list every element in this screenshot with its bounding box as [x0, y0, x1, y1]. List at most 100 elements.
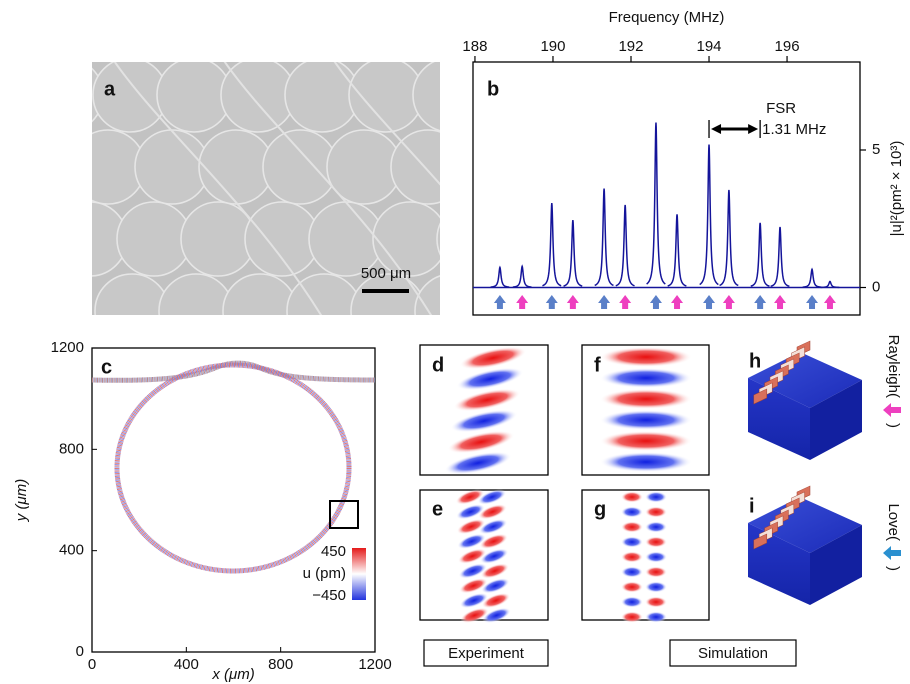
zoom-box: [329, 500, 359, 529]
waveguide: [223, 62, 433, 315]
plot-frame: [472, 61, 861, 316]
peak: [490, 265, 510, 288]
field-lobe: [450, 409, 518, 433]
mode-arrow: [619, 295, 632, 309]
disk: [47, 0, 121, 60]
disk: [479, 274, 553, 348]
field-lobe: [600, 347, 692, 367]
field-lobe: [645, 581, 667, 593]
x-tick-label: 196: [775, 38, 800, 55]
mode-arrow: [516, 295, 529, 309]
x-tick-label: 194: [697, 38, 722, 55]
arrowhead: [748, 124, 759, 134]
field-lobe: [645, 596, 667, 608]
ring-map: [91, 360, 376, 600]
field-lobe: [457, 533, 486, 550]
block-top: [748, 497, 862, 553]
x-axis-title: x (μm): [211, 666, 254, 683]
field-lobe: [482, 607, 511, 623]
field-lobe: [458, 548, 487, 564]
mode-arrow: [774, 295, 787, 309]
disk: [412, 62, 440, 132]
field-lobe: [459, 346, 527, 370]
block-top: [748, 352, 862, 408]
x-tick-label: 1200: [358, 656, 391, 673]
field-lobe: [621, 551, 643, 563]
waveguide: [113, 62, 323, 315]
field-maps: [419, 344, 710, 623]
disk: [222, 273, 298, 315]
x-tick-label: 800: [268, 656, 293, 673]
y-tick-label: 0: [76, 643, 84, 660]
field-lobe: [645, 491, 667, 503]
disk: [116, 201, 192, 277]
field-lobe: [456, 367, 524, 391]
y-tick-label: 800: [59, 440, 84, 457]
disk: [303, 0, 377, 60]
field-lobe: [600, 410, 692, 430]
mode-arrow: [883, 546, 901, 560]
mode-arrow: [754, 295, 767, 309]
disk: [436, 222, 440, 256]
disk: [94, 273, 170, 315]
plot-frame: [91, 347, 376, 653]
mode-arrow: [722, 295, 735, 309]
field-lobe: [621, 506, 643, 518]
mode-arrow: [649, 295, 662, 309]
disk: [350, 273, 426, 315]
disk: [239, 0, 313, 60]
disk: [414, 275, 440, 315]
simulation-3d: [748, 352, 862, 605]
disk: [262, 129, 338, 205]
field-lobe: [480, 548, 509, 564]
field-lobe: [458, 563, 488, 579]
disk: [180, 201, 256, 277]
ring: [114, 362, 352, 574]
field-lobe: [621, 581, 643, 593]
y-axis-title: |u|²(pm² × 10³): [888, 141, 905, 237]
block-face: [810, 380, 862, 460]
field-lobe: [455, 489, 485, 505]
field-lobe: [460, 607, 489, 623]
field-lobe: [456, 504, 485, 520]
field-lobe: [645, 536, 667, 548]
field-lobe: [600, 452, 692, 472]
field-lobe: [600, 431, 692, 451]
x-tick-label: 188: [462, 38, 487, 55]
micrograph: [47, 0, 553, 348]
field-lobe: [459, 578, 488, 594]
peak: [699, 144, 719, 286]
arrowhead: [711, 124, 722, 134]
field-lobe: [477, 489, 507, 505]
peak: [615, 204, 635, 287]
caption-box: [423, 639, 549, 667]
field-lobe: [621, 491, 643, 503]
scale-bar-label: 500 μm: [361, 265, 411, 282]
panel-label: g: [594, 498, 606, 520]
disk: [158, 273, 234, 315]
mode-arrow: [545, 295, 558, 309]
y-tick-label: 400: [59, 542, 84, 559]
field-lobe: [645, 506, 667, 518]
field-lobe: [453, 388, 521, 412]
panel-label: e: [432, 498, 443, 520]
mode-arrow: [883, 403, 901, 417]
field-lobe: [478, 518, 508, 535]
fsr-value: 1.31 MHz: [762, 121, 826, 138]
field-lobe: [600, 389, 692, 409]
disk: [390, 129, 440, 205]
disk: [244, 201, 320, 277]
panel-label: a: [104, 78, 116, 100]
field-lobe: [645, 551, 667, 563]
colorbar: [352, 548, 366, 600]
y-tick-label: 1200: [51, 339, 84, 356]
field-lobe: [645, 611, 667, 623]
caption-box: [669, 639, 797, 667]
peak: [750, 222, 770, 287]
mode-label: Rayleigh(): [883, 335, 902, 428]
field-lobe: [600, 368, 692, 388]
disk: [372, 201, 440, 277]
field-lobe: [480, 563, 510, 579]
colorbar-label: 450: [321, 543, 346, 560]
mode-arrow: [806, 295, 819, 309]
